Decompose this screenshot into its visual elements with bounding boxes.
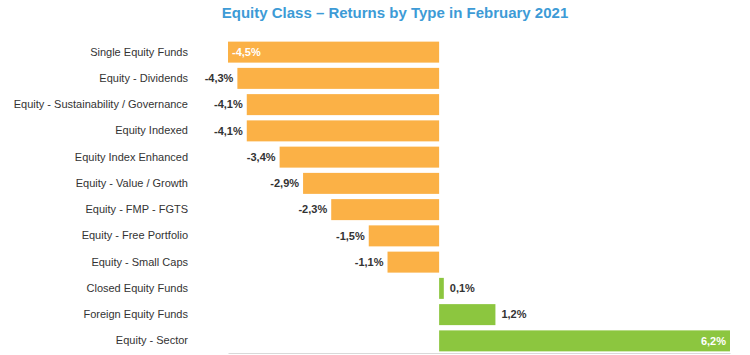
data-labels: -4,5% -4,3% -4,1% -4,1% -3,4% -2,9% -2,3% -1,5%… [205,46,727,347]
bar [439,330,730,351]
data-label: -4,3% [205,72,234,84]
y-axis: Single Equity Funds Equity - Dividends Equ… [14,46,189,347]
data-label: -1,5% [336,230,365,242]
y-tick: Foreign Equity Funds [83,308,188,320]
y-tick: Equity Indexed [115,124,188,136]
bar [237,68,439,89]
y-tick: Equity - Value / Growth [76,177,188,189]
data-label: 6,2% [701,335,726,347]
bar [439,304,495,325]
y-tick-label: Equity - Small Caps [91,256,188,268]
data-label: 1,2% [501,308,526,320]
y-tick-label: Equity Index Enhanced [75,151,188,163]
y-tick: Equity - Dividends [99,72,188,84]
bar [303,173,439,194]
y-tick-label: Equity Indexed [115,124,188,136]
y-tick: Single Equity Funds [90,46,188,58]
data-label: -2,9% [270,177,299,189]
bar [247,94,439,115]
chart: Equity Class – Returns by Type in Februa… [0,0,750,355]
bar [228,42,439,63]
y-tick: Equity Index Enhanced [75,151,188,163]
data-label: -1,1% [355,256,384,268]
data-label: -3,4% [247,151,276,163]
bar [369,225,439,246]
y-tick-label: Single Equity Funds [90,46,188,58]
y-tick-label: Equity - Sector [116,334,188,346]
data-label: -4,1% [214,125,243,137]
bar [388,252,440,273]
data-label: -4,1% [214,98,243,110]
y-tick: Equity - Sector [116,334,188,346]
data-label: -2,3% [298,203,327,215]
y-tick-label: Equity - Value / Growth [76,177,188,189]
bar [247,120,439,141]
y-tick-label: Equity - FMP - FGTS [86,203,188,215]
y-tick: Equity - FMP - FGTS [86,203,188,215]
y-tick: Closed Equity Funds [87,282,189,294]
y-tick: Equity - Free Portfolio [82,229,188,241]
bars [228,42,730,352]
y-tick-label: Closed Equity Funds [87,282,189,294]
bar [439,278,444,299]
title: Equity Class – Returns by Type in Februa… [222,4,569,21]
data-label: 0,1% [450,282,475,294]
bar [280,147,440,168]
bar [331,199,439,220]
y-tick: Equity - Sustainability / Governance [14,98,188,110]
y-tick-label: Equity - Free Portfolio [82,229,188,241]
x-axis-line [229,353,731,354]
y-tick-label: Equity - Sustainability / Governance [14,98,188,110]
data-label: -4,5% [232,46,261,58]
y-tick-label: Equity - Dividends [99,72,188,84]
x-axis [229,353,731,354]
y-tick: Equity - Small Caps [91,256,188,268]
y-tick-label: Foreign Equity Funds [83,308,188,320]
